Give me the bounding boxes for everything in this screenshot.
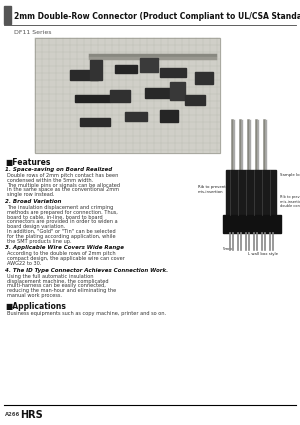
Text: The insulation displacement and crimping: The insulation displacement and crimping [7, 205, 113, 210]
Text: ■Features: ■Features [5, 158, 50, 167]
Text: Using the full automatic insulation: Using the full automatic insulation [7, 274, 94, 279]
Text: compact design, the applicable wire can cover: compact design, the applicable wire can … [7, 256, 125, 261]
Text: board design variation.: board design variation. [7, 224, 65, 229]
Bar [35, 38, 220, 153]
Text: single row instead.: single row instead. [7, 192, 55, 197]
Text: displacement machine, the complicated: displacement machine, the complicated [7, 279, 109, 283]
Bar [160, 110, 178, 122]
Text: methods are prepared for connection. Thus,: methods are prepared for connection. Thu… [7, 210, 118, 215]
Bar [75, 95, 110, 102]
Bar [80, 118, 110, 126]
Text: L wall box style: L wall box style [248, 252, 278, 256]
Bar [110, 90, 130, 102]
Text: AWG22 to 30.: AWG22 to 30. [7, 261, 41, 266]
Text: for the plating according application, while: for the plating according application, w… [7, 234, 116, 239]
Text: A266: A266 [5, 413, 20, 417]
Text: Business equipments such as copy machine, printer and so on.: Business equipments such as copy machine… [7, 311, 166, 316]
Bar [140, 58, 158, 72]
Text: 5mm: 5mm [223, 247, 233, 251]
Bar [160, 68, 186, 77]
Text: manual work process.: manual work process. [7, 293, 62, 298]
Text: ■Applications: ■Applications [5, 302, 66, 311]
Bar [226, 170, 276, 215]
Bar [70, 70, 98, 80]
Bar [90, 60, 102, 80]
Bar [223, 215, 281, 233]
Bar [195, 72, 213, 84]
Text: in the same space as the conventional 2mm: in the same space as the conventional 2m… [7, 187, 119, 193]
Text: In addition, "Gold" or "Tin" can be selected: In addition, "Gold" or "Tin" can be sele… [7, 229, 116, 234]
Text: connectors are provided in order to widen a: connectors are provided in order to wide… [7, 219, 118, 224]
Text: condensed within the 5mm width.: condensed within the 5mm width. [7, 178, 93, 183]
Text: 2mm Double-Row Connector (Product Compliant to UL/CSA Standard): 2mm Double-Row Connector (Product Compli… [14, 11, 300, 20]
Bar [125, 112, 147, 121]
Text: DF11 Series: DF11 Series [14, 29, 52, 34]
Text: Sample lock: Sample lock [280, 173, 300, 177]
Text: Rib to prevent
mis-insertion: Rib to prevent mis-insertion [198, 185, 226, 194]
Text: board to cable, in-line, board to board: board to cable, in-line, board to board [7, 215, 103, 220]
Text: Double rows of 2mm pitch contact has been: Double rows of 2mm pitch contact has bee… [7, 173, 118, 178]
Text: HRS: HRS [20, 410, 43, 420]
Bar [35, 38, 220, 153]
Bar [185, 95, 205, 105]
Text: reducing the man-hour and eliminating the: reducing the man-hour and eliminating th… [7, 288, 116, 293]
Bar [170, 82, 185, 100]
Bar [115, 65, 137, 73]
Text: 4. The ID Type Connector Achieves Connection Work.: 4. The ID Type Connector Achieves Connec… [5, 268, 168, 273]
Bar [145, 88, 170, 98]
Text: multi-harness can be easily connected,: multi-harness can be easily connected, [7, 283, 106, 289]
Text: According to the double rows of 2mm pitch: According to the double rows of 2mm pitc… [7, 252, 116, 256]
Text: The multiple pins or signals can be allocated: The multiple pins or signals can be allo… [7, 183, 120, 187]
Text: Rib to prevent contact
mis-insertion as well as
double contact mis-insertion: Rib to prevent contact mis-insertion as … [280, 195, 300, 208]
Text: the SMT products line up.: the SMT products line up. [7, 238, 72, 244]
Text: 2. Broad Variation: 2. Broad Variation [5, 199, 62, 204]
Text: 1. Space-saving on Board Realized: 1. Space-saving on Board Realized [5, 167, 112, 172]
Bar [4, 6, 11, 24]
Text: 3. Applicable Wire Covers Wide Range: 3. Applicable Wire Covers Wide Range [5, 245, 124, 250]
